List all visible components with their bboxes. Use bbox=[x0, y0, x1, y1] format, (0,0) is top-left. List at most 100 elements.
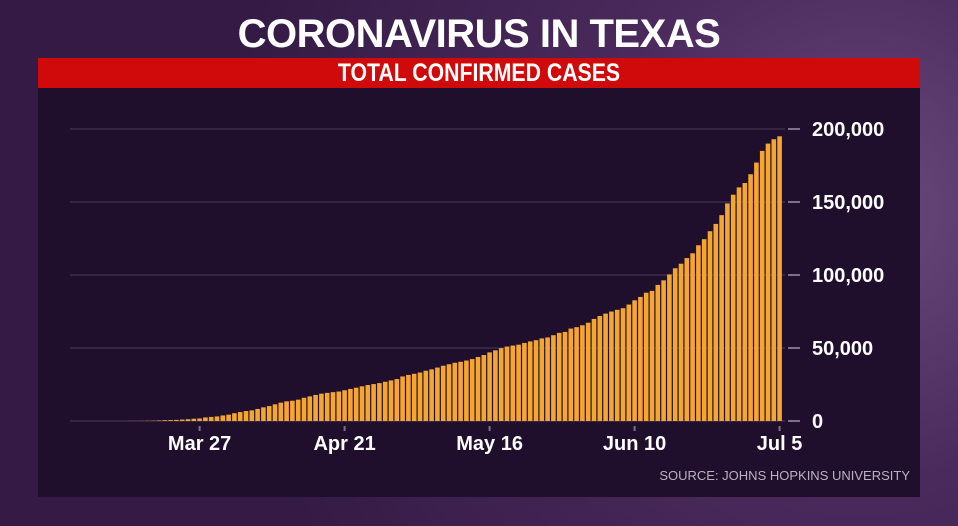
bar bbox=[435, 367, 440, 421]
x-tick-label: May 16 bbox=[456, 433, 523, 455]
bar bbox=[597, 315, 603, 421]
bar bbox=[516, 344, 521, 421]
bar bbox=[324, 392, 330, 421]
bar bbox=[388, 380, 394, 421]
subtitle-banner: TOTAL CONFIRMED CASES bbox=[38, 58, 920, 88]
bar bbox=[545, 337, 550, 421]
bar bbox=[255, 408, 260, 421]
bar bbox=[701, 239, 707, 421]
bar bbox=[203, 417, 208, 421]
page-title: CORONAVIRUS IN TEXAS bbox=[237, 12, 721, 56]
bar bbox=[626, 304, 632, 421]
bar bbox=[603, 313, 608, 421]
bar bbox=[440, 365, 446, 421]
bar bbox=[696, 245, 701, 421]
bar bbox=[272, 404, 278, 421]
bar bbox=[406, 374, 411, 421]
bar bbox=[365, 385, 371, 421]
bar bbox=[214, 416, 220, 421]
bar bbox=[162, 420, 168, 421]
bar bbox=[684, 258, 690, 421]
bar bbox=[237, 412, 243, 421]
bar bbox=[348, 388, 353, 421]
bar bbox=[417, 372, 423, 421]
bar bbox=[493, 350, 498, 421]
bar bbox=[243, 411, 249, 421]
bar bbox=[730, 194, 736, 421]
bar bbox=[487, 352, 492, 421]
y-tick-label: 200,000 bbox=[812, 119, 884, 141]
bar bbox=[562, 331, 568, 421]
bar bbox=[481, 355, 487, 421]
bar bbox=[551, 335, 556, 421]
bar bbox=[382, 381, 388, 421]
bar bbox=[609, 311, 614, 421]
bar bbox=[522, 342, 527, 421]
x-tick-label: Jun 10 bbox=[603, 433, 666, 455]
bar bbox=[336, 391, 342, 421]
x-tick-label: Mar 27 bbox=[168, 433, 231, 455]
bar bbox=[638, 296, 643, 421]
bar bbox=[411, 373, 417, 421]
bar bbox=[313, 394, 318, 421]
bar bbox=[539, 338, 545, 421]
bar bbox=[458, 361, 463, 421]
bar bbox=[295, 399, 301, 421]
bar bbox=[742, 183, 748, 421]
bar bbox=[690, 253, 695, 421]
bar bbox=[754, 162, 759, 421]
bar bbox=[591, 318, 597, 421]
bar bbox=[452, 362, 458, 421]
bar bbox=[266, 406, 272, 421]
bar bbox=[713, 223, 719, 421]
y-tick-label: 50,000 bbox=[812, 338, 873, 360]
bar bbox=[423, 370, 429, 421]
bar bbox=[504, 346, 510, 421]
bar bbox=[446, 364, 452, 421]
bar bbox=[510, 345, 516, 421]
bar bbox=[394, 379, 400, 421]
bar bbox=[580, 325, 585, 421]
bar bbox=[191, 418, 197, 421]
bar bbox=[301, 397, 307, 421]
bar bbox=[672, 268, 678, 421]
bar bbox=[620, 308, 626, 421]
bar bbox=[527, 341, 533, 421]
bar bbox=[185, 419, 191, 421]
bar bbox=[284, 401, 289, 421]
bar bbox=[342, 390, 347, 421]
bar bbox=[197, 418, 202, 421]
bar bbox=[533, 340, 539, 421]
y-tick-label: 100,000 bbox=[812, 265, 884, 287]
bar bbox=[307, 396, 313, 421]
bar bbox=[377, 383, 382, 421]
bar bbox=[568, 328, 574, 421]
bar bbox=[359, 386, 365, 421]
bar bbox=[156, 420, 162, 421]
bar bbox=[498, 348, 504, 421]
chart-subtitle: TOTAL CONFIRMED CASES bbox=[337, 59, 621, 87]
bar bbox=[475, 356, 481, 421]
y-tick-label: 0 bbox=[812, 411, 823, 433]
bar bbox=[174, 419, 179, 421]
bar bbox=[777, 136, 782, 422]
bar bbox=[736, 187, 742, 421]
bar bbox=[643, 292, 649, 421]
bar bbox=[261, 407, 266, 421]
bar bbox=[614, 309, 620, 421]
bar bbox=[649, 290, 655, 421]
bar bbox=[655, 284, 661, 421]
y-tick-label: 150,000 bbox=[812, 192, 884, 214]
bar bbox=[678, 263, 684, 421]
bar bbox=[748, 174, 753, 421]
bar bbox=[278, 402, 284, 421]
bar bbox=[556, 332, 562, 421]
bar bbox=[632, 300, 637, 421]
source-note: SOURCE: JOHNS HOPKINS UNIVERSITY bbox=[659, 468, 910, 483]
bar bbox=[585, 322, 591, 421]
bar bbox=[226, 414, 231, 421]
bar bbox=[464, 360, 469, 421]
bar bbox=[319, 393, 324, 421]
bar bbox=[249, 410, 255, 421]
